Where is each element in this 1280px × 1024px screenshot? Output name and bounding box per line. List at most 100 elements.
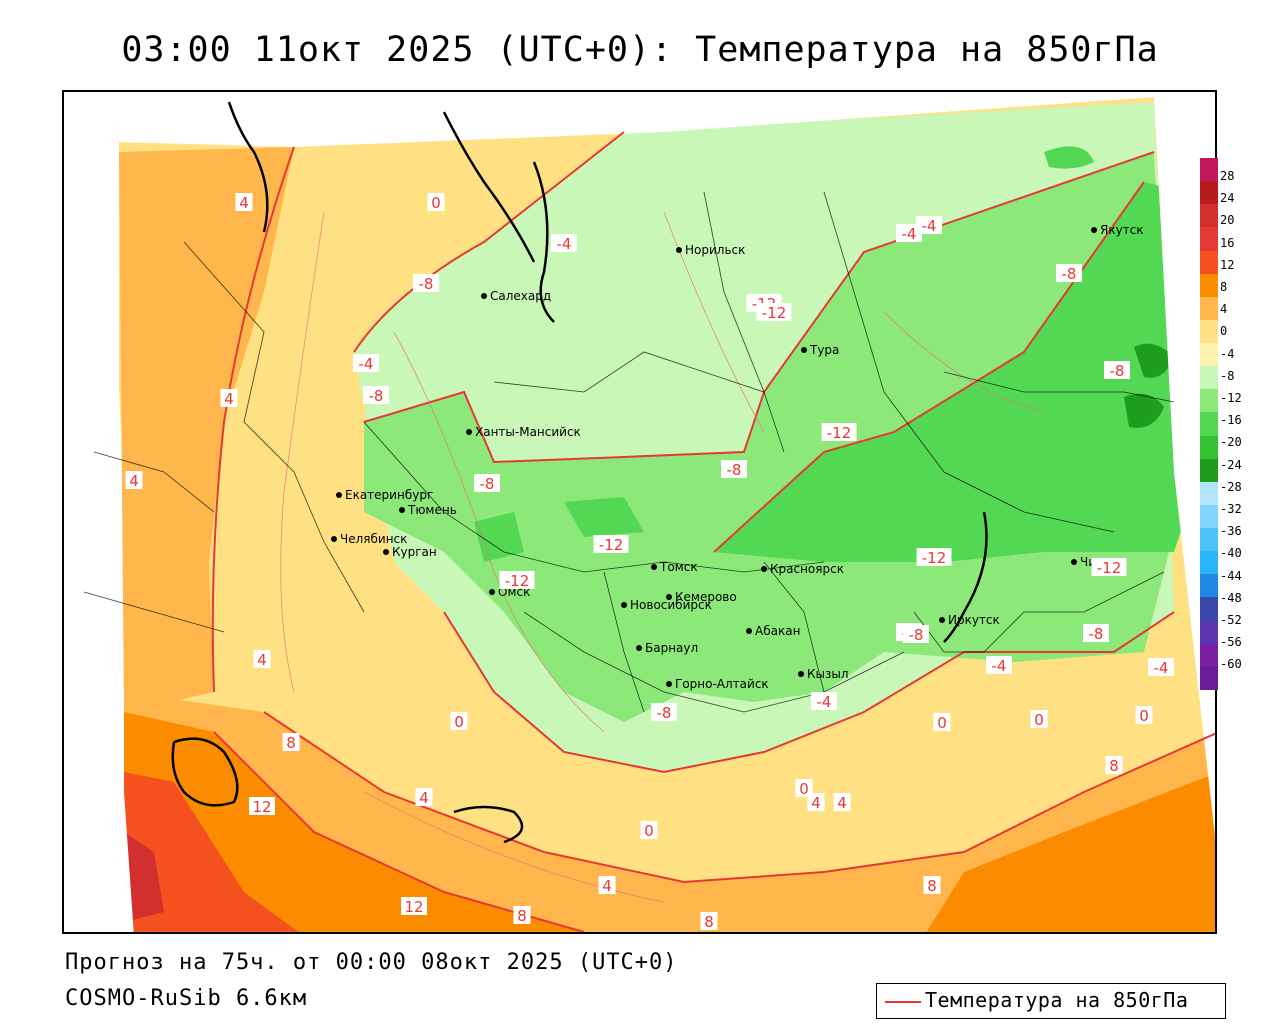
isotherm-label: 4 <box>129 472 139 490</box>
isotherm-label-bg <box>220 389 238 407</box>
city-label: Кызыл <box>807 667 849 681</box>
isotherm-label: 4 <box>811 794 821 812</box>
isotherm-label-bg <box>896 224 922 242</box>
colorbar-tick-label: -44 <box>1220 568 1242 583</box>
field-12-sw-inner <box>124 832 164 922</box>
isotherm-label: 4 <box>602 877 612 895</box>
colorbar-segment <box>1200 435 1218 460</box>
city-label: Курган <box>392 545 437 559</box>
colorbar-segment <box>1200 158 1218 182</box>
city-marker[interactable] <box>746 628 752 634</box>
city-label: Тура <box>809 343 839 357</box>
isotherm-label: 0 <box>1139 707 1149 725</box>
city-marker[interactable] <box>666 681 672 687</box>
model-caption: COSMO-RuSib 6.6км <box>65 986 308 1011</box>
city-marker[interactable] <box>489 589 495 595</box>
colorbar-segment <box>1200 597 1218 622</box>
isotherm-label: -8 <box>369 387 384 405</box>
colorbar-segment <box>1200 204 1218 228</box>
isotherm-label-bg <box>916 216 942 234</box>
colorbar-segment <box>1200 643 1218 668</box>
isotherm-label: -8 <box>480 475 495 493</box>
isotherm-label: -4 <box>1154 659 1169 677</box>
isotherm-label: 4 <box>257 651 267 669</box>
city-marker[interactable] <box>399 507 405 513</box>
isotherm-label-layer: 40-4-8-12-4-8-12-4-844-4-8-8-8-12-12-12-… <box>125 193 1174 931</box>
city-marker[interactable] <box>481 293 487 299</box>
field-minus12-mid <box>564 497 644 537</box>
colorbar-segment <box>1200 481 1218 506</box>
isotherm-label-bg <box>986 656 1012 674</box>
colorbar-tick-label: -36 <box>1220 524 1242 539</box>
isotherm-label: -12 <box>1097 559 1122 577</box>
city-label: Кемерово <box>675 590 737 604</box>
colorbar-tick-label: -48 <box>1220 590 1242 605</box>
colorbar-segment <box>1200 181 1218 205</box>
city-marker[interactable] <box>676 247 682 253</box>
isotherm-label-bg <box>235 193 253 211</box>
colorbar-tick-label: -4 <box>1220 346 1235 361</box>
colorbar-segment <box>1200 250 1218 275</box>
isotherm-label: -4 <box>817 693 832 711</box>
city-marker[interactable] <box>383 549 389 555</box>
isotherm-label-bg <box>353 354 379 372</box>
colorbar-tick-label: 28 <box>1220 169 1235 183</box>
city-label: Салехард <box>490 289 551 303</box>
field-minus16-b <box>1124 393 1164 428</box>
isotherm-label-bg <box>513 906 531 924</box>
colorbar-tick-label: 20 <box>1220 213 1235 228</box>
isotherm-label: 0 <box>799 780 809 798</box>
colorbar-tick-label: -12 <box>1220 391 1242 405</box>
colorbar-tick-label: 8 <box>1220 280 1228 294</box>
isotherm-label: 0 <box>454 713 464 731</box>
colorbar-tick-label: 12 <box>1220 257 1235 272</box>
city-marker[interactable] <box>331 536 337 542</box>
isotherm-label: -12 <box>599 536 624 554</box>
isotherm-label-bg <box>1104 361 1130 379</box>
isotherm-label-bg <box>807 793 825 811</box>
city-label: Новосибирск <box>630 598 712 612</box>
isotherm-label-bg <box>249 797 275 815</box>
isotherm-label: -12 <box>762 304 787 322</box>
isotherm-label: -4 <box>902 225 917 243</box>
forecast-map[interactable]: Норильск Якутск Салехард Тура Ханты-Мансийск… <box>62 90 1217 934</box>
isotherm-label: -12 <box>922 549 947 567</box>
city-marker[interactable] <box>801 347 807 353</box>
isotherm-label: 8 <box>927 877 937 895</box>
city-marker[interactable] <box>636 645 642 651</box>
map-title: 03:00 11окт 2025 (UTC+0): Температура на… <box>121 30 1159 70</box>
colorbar-segment <box>1200 227 1218 252</box>
isotherm-label-bg <box>651 703 677 721</box>
temperature-field: Норильск Якутск Салехард Тура Ханты-Мансийск… <box>64 92 1215 932</box>
city-marker[interactable] <box>761 566 767 572</box>
city-label: Екатеринбург <box>345 488 433 502</box>
city-marker[interactable] <box>666 594 672 600</box>
colorbar-segment <box>1200 389 1218 413</box>
colorbar-segment <box>1200 528 1218 552</box>
city-marker[interactable] <box>798 671 804 677</box>
isotherm-label-bg <box>253 650 271 668</box>
isotherm-label: 8 <box>1109 757 1119 775</box>
isotherm-label-bg <box>916 548 952 566</box>
isotherm-label: 8 <box>704 913 714 931</box>
city-marker[interactable] <box>651 564 657 570</box>
city-label: Иркутск <box>948 613 1000 627</box>
city-marker[interactable] <box>336 492 342 498</box>
city-marker[interactable] <box>1091 227 1097 233</box>
isotherm-label-bg <box>1091 558 1127 576</box>
coastlines <box>171 101 988 844</box>
colorbar-segment <box>1200 273 1218 298</box>
isotherm-label: -8 <box>909 626 924 644</box>
isotherm-label: 4 <box>224 390 234 408</box>
isotherm-label-bg <box>756 303 792 321</box>
city-marker[interactable] <box>466 429 472 435</box>
isotherm-label-bg <box>598 876 616 894</box>
legend-line-sample <box>885 1001 921 1003</box>
city-marker[interactable] <box>1071 559 1077 565</box>
isotherm-label: -8 <box>1089 625 1104 643</box>
city-marker[interactable] <box>939 617 945 623</box>
isotherm-label: 4 <box>419 789 429 807</box>
isotherm-label-bg <box>903 625 929 643</box>
isotherm-label: -8 <box>1110 362 1125 380</box>
city-marker[interactable] <box>621 602 627 608</box>
